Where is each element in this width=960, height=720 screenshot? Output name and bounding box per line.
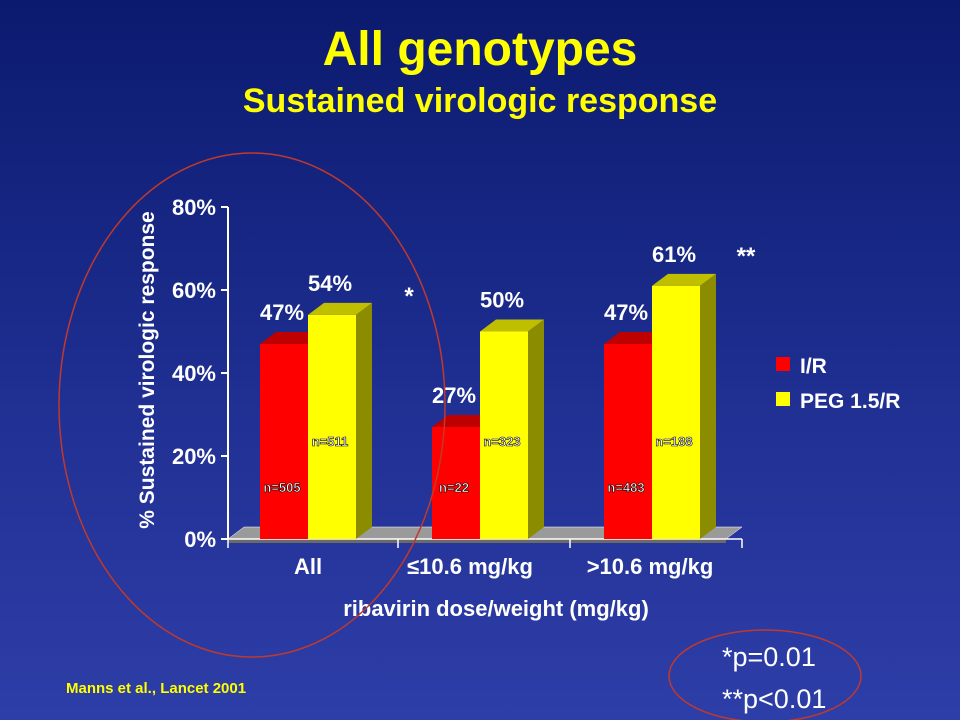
y-tick-label: 40% — [172, 361, 216, 386]
footnote-p0001: **p<0.01 — [722, 684, 827, 714]
legend-swatch — [776, 357, 790, 371]
bar-top — [480, 319, 544, 332]
y-tick-label: 20% — [172, 444, 216, 469]
bar — [480, 331, 528, 539]
n-label: n=22 — [439, 480, 469, 495]
y-tick-label: 80% — [172, 195, 216, 220]
annotation-ellipse-left — [58, 152, 446, 658]
n-label: n=483 — [607, 480, 644, 495]
y-axis-label: % Sustained virologic response — [136, 211, 159, 528]
bar — [308, 314, 356, 539]
x-tick-label: All — [294, 554, 322, 579]
data-label: 50% — [480, 288, 524, 313]
x-tick-label: >10.6 mg/kg — [587, 554, 714, 579]
x-axis-label: ribavirin dose/weight (mg/kg) — [343, 596, 649, 621]
significance-marker: * — [404, 283, 414, 310]
source-citation: Manns et al., Lancet 2001 — [66, 680, 247, 697]
slide-subtitle: Sustained virologic response — [242, 82, 718, 120]
legend-label: I/R — [800, 355, 827, 378]
data-label: 47% — [260, 300, 304, 325]
footnote-p001: *p=0.01 — [722, 642, 816, 672]
n-label: n=511 — [312, 434, 349, 449]
bar-top — [652, 273, 716, 286]
bar — [652, 285, 700, 539]
n-label: n=505 — [263, 480, 300, 495]
chart-floor-edge — [228, 539, 726, 543]
data-label: 47% — [604, 300, 648, 325]
data-label: 27% — [432, 383, 476, 408]
x-tick-label: ≤10.6 mg/kg — [407, 554, 533, 579]
n-label: n=323 — [483, 434, 520, 449]
bar — [260, 343, 308, 539]
annotation-ellipse-footnotes — [668, 629, 862, 720]
legend-label: PEG 1.5/R — [800, 390, 900, 413]
bar-side — [700, 273, 716, 539]
bar-side — [528, 319, 544, 539]
bar-top — [308, 302, 372, 315]
data-label: 61% — [652, 242, 696, 267]
bar — [432, 426, 480, 539]
n-label: n=188 — [655, 434, 692, 449]
y-tick-label: 0% — [184, 527, 216, 552]
bar-side — [356, 302, 372, 539]
legend-swatch — [776, 392, 790, 406]
bar — [604, 343, 652, 539]
significance-marker: ** — [737, 243, 756, 270]
y-tick-label: 60% — [172, 278, 216, 303]
slide-title: All genotypes — [322, 23, 638, 76]
data-label: 54% — [308, 271, 352, 296]
